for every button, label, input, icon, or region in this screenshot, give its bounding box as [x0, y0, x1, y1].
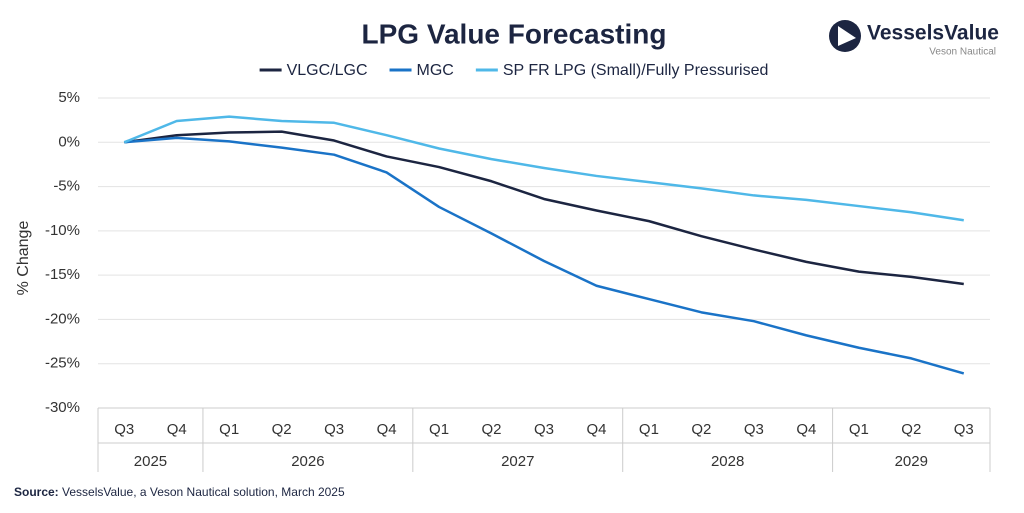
x-tick-label: Q2 — [691, 421, 711, 438]
logo-icon-mark — [838, 26, 856, 46]
line-series — [123, 115, 964, 222]
logo-name: VesselsValue — [867, 22, 999, 45]
x-tick-label: Q1 — [639, 421, 659, 438]
logo: VesselsValue Veson Nautical — [829, 20, 999, 58]
line-series — [124, 130, 964, 286]
y-tick-label: -25% — [45, 355, 80, 372]
x-tick-label: Q4 — [377, 421, 397, 438]
source-label: Source: — [14, 485, 59, 499]
legend: VLGC/LGC MGC SP FR LPG (Small)/Fully Press… — [259, 62, 769, 79]
x-tick-label: Q3 — [744, 421, 764, 438]
y-tick-label: -15% — [45, 266, 80, 283]
legend-label: SP FR LPG (Small)/Fully Pressurised — [503, 62, 769, 79]
source: Source: VesselsValue, a Veson Nautical s… — [14, 485, 345, 499]
x-tick-label: Q1 — [429, 421, 449, 438]
x-tick-label: Q3 — [534, 421, 554, 438]
x-tick-label: Q3 — [114, 421, 134, 438]
y-tick-label: -20% — [45, 310, 80, 327]
x-tick-label: Q1 — [849, 421, 869, 438]
x-tick-label: Q2 — [901, 421, 921, 438]
x-tick-label: Q3 — [324, 421, 344, 438]
legend-label: VLGC/LGC — [287, 62, 368, 79]
x-tick-label: Q2 — [272, 421, 292, 438]
x-tick-label: Q1 — [219, 421, 239, 438]
legend-label: MGC — [417, 62, 454, 79]
y-axis-title: % Change — [15, 221, 32, 296]
x-tick-label: Q4 — [586, 421, 606, 438]
logo-subtitle: Veson Nautical — [929, 47, 996, 58]
chart-title: LPG Value Forecasting — [362, 18, 667, 49]
y-tick-label: 0% — [58, 133, 80, 150]
y-tick-label: 5% — [58, 89, 80, 106]
x-tick-label: Q2 — [482, 421, 502, 438]
line-series — [124, 136, 965, 375]
y-tick-label: -30% — [45, 399, 80, 416]
x-group-label: 2027 — [501, 453, 534, 470]
y-tick-label: -10% — [45, 222, 80, 239]
source-text: VesselsValue, a Veson Nautical solution,… — [62, 485, 345, 499]
x-group-label: 2028 — [711, 453, 744, 470]
x-group-label: 2026 — [291, 453, 324, 470]
x-group-label: 2025 — [134, 453, 167, 470]
x-tick-label: Q4 — [796, 421, 816, 438]
x-tick-label: Q3 — [954, 421, 974, 438]
x-group-label: 2029 — [895, 453, 928, 470]
x-tick-label: Q4 — [167, 421, 187, 438]
y-tick-label: -5% — [53, 178, 80, 195]
